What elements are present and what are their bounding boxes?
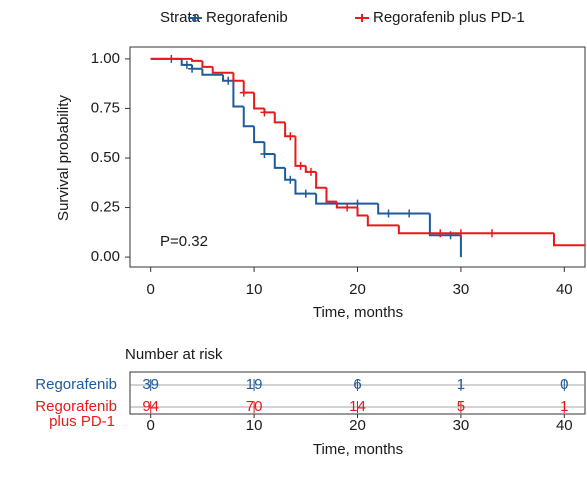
survival-step <box>211 66 234 74</box>
y-tick-label: 0.50 <box>91 149 120 166</box>
x-tick-label: 20 <box>349 417 366 434</box>
survival-step <box>242 106 255 128</box>
survival-step <box>191 58 203 62</box>
legend-title: Strata <box>160 9 201 26</box>
censor-mark <box>296 161 305 170</box>
x-tick-label: 40 <box>556 281 573 298</box>
x-tick-label: 0 <box>147 417 155 434</box>
risk-count: 19 <box>246 376 263 393</box>
survival-step <box>232 72 244 82</box>
risk-count: 5 <box>457 398 465 415</box>
censor-mark <box>384 209 393 218</box>
censor-mark <box>286 132 295 141</box>
legend-label: Regorafenib <box>206 9 288 26</box>
row-label: Regorafenib <box>35 376 117 393</box>
x-tick-label: 10 <box>246 417 263 434</box>
survival-step <box>315 193 379 205</box>
survival-step <box>428 213 461 237</box>
censor-mark <box>353 199 362 208</box>
legend-marker <box>355 14 369 22</box>
x-tick-label: 0 <box>147 281 155 298</box>
survival-step <box>397 225 554 235</box>
censor-mark <box>286 175 295 184</box>
risk-count: 1 <box>560 398 568 415</box>
x-tick-label: 30 <box>453 281 470 298</box>
x-tick-label: 30 <box>453 417 470 434</box>
row-label: plus PD-1 <box>49 413 115 430</box>
x-tick-label: 20 <box>349 281 366 298</box>
censor-mark <box>239 88 248 97</box>
risk-x-axis-label: Time, months <box>313 441 403 458</box>
risk-count: 94 <box>142 398 159 415</box>
censor-mark <box>224 76 233 85</box>
survival-step <box>263 142 275 156</box>
x-tick-label: 10 <box>246 281 263 298</box>
survival-step <box>366 215 399 227</box>
risk-count: 70 <box>246 398 263 415</box>
risk-table-title: Number at risk <box>125 346 223 363</box>
survival-step <box>232 80 244 108</box>
y-tick-label: 1.00 <box>91 50 120 67</box>
x-tick-label: 40 <box>556 417 573 434</box>
censor-mark <box>456 229 465 238</box>
censor-mark <box>405 209 414 218</box>
survival-step <box>273 112 286 124</box>
censor-mark <box>301 189 310 198</box>
risk-count: 6 <box>353 376 361 393</box>
censor-mark <box>260 150 269 159</box>
risk-count: 0 <box>560 376 568 393</box>
censor-mark <box>260 108 269 117</box>
survival-step <box>253 92 265 110</box>
x-axis-label: Time, months <box>313 304 403 321</box>
censor-mark <box>182 60 191 69</box>
row-label: Regorafenib <box>35 398 117 415</box>
y-tick-label: 0.25 <box>91 199 120 216</box>
legend-marker <box>188 14 202 22</box>
risk-count: 14 <box>349 398 366 415</box>
y-tick-label: 0.75 <box>91 99 120 116</box>
censor-mark <box>306 167 315 176</box>
risk-count: 39 <box>142 376 159 393</box>
annotation: P=0.32 <box>160 233 208 250</box>
survival-step <box>294 136 306 167</box>
survival-step <box>253 126 265 144</box>
censor-mark <box>436 229 445 238</box>
survival-step <box>325 187 337 203</box>
risk-count: 1 <box>457 376 465 393</box>
survival-step <box>552 233 585 247</box>
survival-step <box>273 154 286 169</box>
y-tick-label: 0.00 <box>91 248 120 265</box>
survival-step <box>356 207 368 217</box>
survival-step <box>377 203 430 215</box>
censor-mark <box>343 203 352 212</box>
survival-step <box>201 68 224 76</box>
survival-step <box>315 171 327 189</box>
y-axis-label: Survival probability <box>55 95 72 221</box>
survival-step <box>201 60 213 68</box>
survival-step <box>242 80 255 94</box>
censor-mark <box>487 229 496 238</box>
censor-mark <box>188 64 197 73</box>
legend-label: Regorafenib plus PD-1 <box>373 9 525 26</box>
